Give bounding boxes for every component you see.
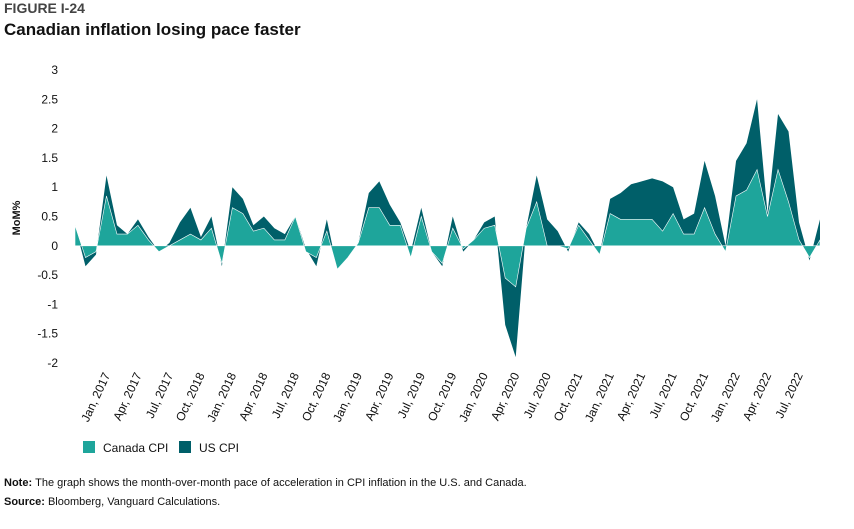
y-tick-label: -0.5: [37, 268, 58, 282]
source-label: Source:: [4, 496, 45, 508]
x-tick-label: Apr, 2022: [740, 370, 775, 423]
x-tick-label: Jul, 2017: [143, 370, 176, 420]
x-tick-label: Jul, 2018: [269, 370, 302, 420]
x-tick-label: Oct, 2018: [299, 370, 334, 423]
x-tick-label: Oct, 2018: [173, 370, 208, 423]
note-label: Note:: [4, 477, 32, 489]
x-tick-label: Apr, 2021: [614, 370, 649, 423]
figure-label: FIGURE I-24: [4, 0, 85, 16]
x-tick-label: Oct, 2019: [425, 370, 460, 423]
y-tick-label: -1.5: [37, 327, 58, 341]
x-tick-label: Jul, 2019: [395, 370, 428, 420]
y-tick-label: 0.5: [41, 210, 58, 224]
legend-swatch: [179, 441, 191, 453]
x-tick-label: Oct, 2021: [677, 370, 712, 423]
y-tick-label: -2: [47, 356, 58, 370]
y-tick-label: 1.5: [41, 151, 58, 165]
x-tick-label: Jul, 2022: [772, 370, 805, 420]
note: Note: The graph shows the month-over-mont…: [4, 477, 527, 489]
y-tick-label: 0: [51, 239, 58, 253]
x-tick-label: Jan, 2020: [456, 370, 491, 424]
y-tick-label: 2: [51, 122, 58, 136]
legend-label: US CPI: [199, 441, 239, 455]
x-tick-label: Jan, 2017: [78, 370, 113, 424]
source-text: Bloomberg, Vanguard Calculations.: [48, 496, 220, 508]
y-tick-label: 3: [51, 63, 58, 77]
area: [74, 168, 821, 288]
x-tick-label: Jan, 2021: [582, 370, 617, 424]
x-tick-label: Jan, 2022: [708, 370, 743, 424]
x-tick-label: Jan, 2018: [204, 370, 239, 424]
x-tick-label: Apr, 2019: [362, 370, 397, 423]
x-tick-label: Jan, 2019: [330, 370, 365, 424]
x-tick-label: Jul, 2020: [521, 370, 554, 420]
x-tick-label: Apr, 2018: [236, 370, 271, 423]
y-tick-label: -1: [47, 297, 58, 311]
y-axis-label: MoM%: [11, 200, 23, 235]
chart-title: Canadian inflation losing pace faster: [4, 20, 301, 39]
y-tick-label: 2.5: [41, 92, 58, 106]
legend-label: Canada CPI: [103, 441, 168, 455]
x-tick-label: Oct, 2021: [551, 370, 586, 423]
legend-swatch: [83, 441, 95, 453]
y-tick-label: 1: [51, 180, 58, 194]
x-tick-label: Apr, 2020: [488, 370, 523, 423]
x-tick-label: Jul, 2021: [647, 370, 680, 420]
x-tick-label: Apr, 2017: [110, 370, 145, 423]
note-text: The graph shows the month-over-month pac…: [35, 477, 527, 489]
source: Source: Bloomberg, Vanguard Calculations.: [4, 496, 220, 508]
